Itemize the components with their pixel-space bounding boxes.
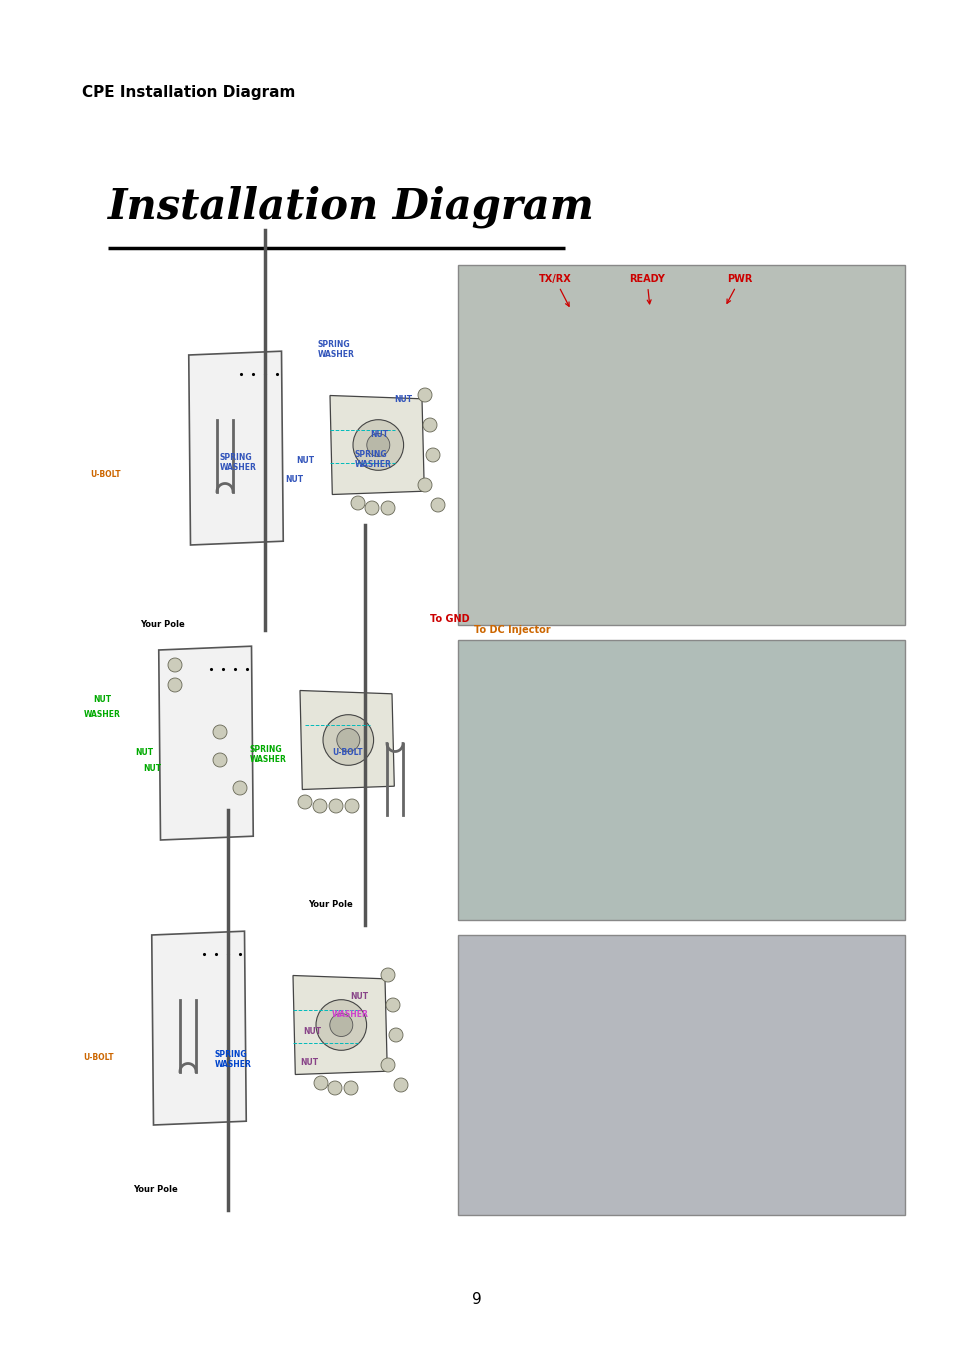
Polygon shape: [152, 931, 246, 1125]
Circle shape: [323, 714, 374, 765]
Bar: [457, 640, 904, 919]
Circle shape: [389, 1027, 402, 1042]
Text: WASHER: WASHER: [332, 1010, 369, 1019]
Circle shape: [365, 501, 378, 514]
Text: NUT: NUT: [295, 456, 314, 464]
Text: TX/RX: TX/RX: [538, 274, 571, 306]
Polygon shape: [189, 351, 283, 545]
Circle shape: [426, 448, 439, 462]
Circle shape: [417, 478, 432, 491]
Bar: [457, 936, 904, 1215]
Polygon shape: [330, 396, 424, 494]
Text: Installation Diagram: Installation Diagram: [108, 185, 594, 228]
Text: To GND: To GND: [430, 614, 469, 624]
Bar: [457, 265, 904, 625]
Circle shape: [336, 729, 359, 752]
Circle shape: [213, 753, 227, 767]
Text: U-BOLT: U-BOLT: [90, 470, 120, 479]
Text: NUT: NUT: [350, 992, 368, 1000]
Text: WASHER: WASHER: [84, 710, 121, 720]
Text: SPRING
WASHER: SPRING WASHER: [220, 454, 256, 472]
Text: Your Pole: Your Pole: [308, 900, 353, 909]
Circle shape: [213, 725, 227, 738]
Circle shape: [168, 678, 182, 693]
Text: NUT: NUT: [92, 695, 111, 703]
Circle shape: [297, 795, 312, 809]
Circle shape: [329, 799, 343, 813]
Circle shape: [344, 1081, 357, 1095]
Circle shape: [353, 420, 403, 470]
Circle shape: [380, 501, 395, 514]
Circle shape: [394, 1079, 408, 1092]
Text: NUT: NUT: [143, 764, 161, 774]
Text: SPRING
WASHER: SPRING WASHER: [317, 340, 355, 359]
Circle shape: [417, 387, 432, 402]
Circle shape: [345, 799, 358, 813]
Text: 9: 9: [472, 1292, 481, 1308]
Circle shape: [330, 1014, 353, 1037]
Text: SPRING
WASHER: SPRING WASHER: [214, 1050, 252, 1069]
Circle shape: [386, 998, 399, 1012]
Polygon shape: [299, 690, 394, 790]
Circle shape: [380, 1058, 395, 1072]
Text: NUT: NUT: [299, 1058, 317, 1066]
Text: To DC Injector: To DC Injector: [474, 625, 550, 634]
Circle shape: [168, 657, 182, 672]
Text: U-BOLT: U-BOLT: [332, 748, 362, 757]
Text: NUT: NUT: [135, 748, 153, 757]
Circle shape: [351, 495, 365, 510]
Circle shape: [328, 1081, 341, 1095]
Text: SPRING
WASHER: SPRING WASHER: [250, 745, 287, 764]
Polygon shape: [158, 647, 253, 840]
Circle shape: [233, 782, 247, 795]
Circle shape: [313, 799, 327, 813]
Text: NUT: NUT: [394, 396, 412, 404]
Text: CPE Installation Diagram: CPE Installation Diagram: [82, 85, 295, 100]
Circle shape: [422, 418, 436, 432]
Circle shape: [366, 433, 390, 456]
Text: READY: READY: [628, 274, 664, 304]
Text: NUT: NUT: [303, 1027, 321, 1035]
Text: NUT: NUT: [370, 431, 388, 439]
Polygon shape: [293, 976, 387, 1075]
Circle shape: [431, 498, 444, 512]
Text: NUT: NUT: [285, 475, 303, 485]
Text: PWR: PWR: [726, 274, 752, 304]
Text: U-BOLT: U-BOLT: [83, 1053, 113, 1062]
Text: Your Pole: Your Pole: [132, 1185, 177, 1193]
Circle shape: [315, 1000, 366, 1050]
Circle shape: [380, 968, 395, 981]
Circle shape: [314, 1076, 328, 1089]
Text: SPRING
WASHER: SPRING WASHER: [355, 450, 392, 470]
Text: Your Pole: Your Pole: [140, 620, 185, 629]
